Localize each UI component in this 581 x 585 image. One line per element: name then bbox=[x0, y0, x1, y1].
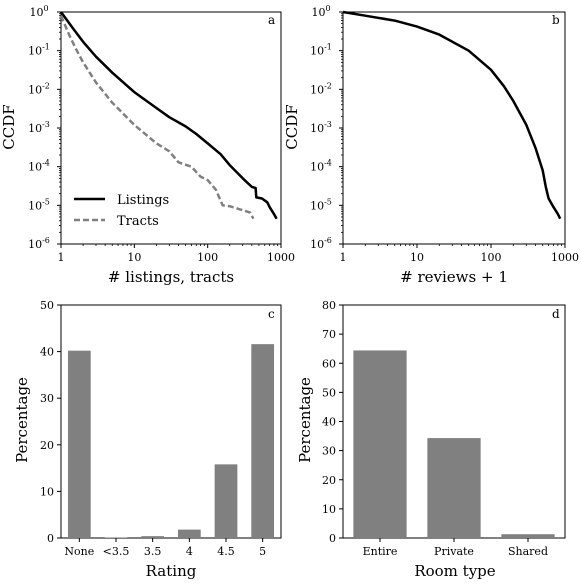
x-tick-label: Private bbox=[434, 545, 474, 558]
y-tick-label: 20 bbox=[322, 474, 336, 487]
panel-b-ylabel: CCDF bbox=[283, 104, 301, 149]
y-tick-label: 70 bbox=[322, 328, 336, 341]
x-tick-label: Shared bbox=[508, 545, 548, 558]
panel-a-legend: Listings Tracts bbox=[74, 193, 169, 229]
x-tick-label: <3.5 bbox=[103, 545, 130, 558]
panel-a-plot: 1 10 100 1000 10-6 10-5 10-4 10-3 10-2 10-1 100 bbox=[28, 4, 295, 264]
y-tick-label: 10-4 bbox=[28, 159, 50, 174]
x-tick-label: 5 bbox=[259, 545, 266, 558]
bar-5 bbox=[251, 344, 274, 538]
panel-c-xlabel: Rating bbox=[146, 562, 197, 580]
y-tick-label: 60 bbox=[322, 357, 336, 370]
x-tick-label: 4.5 bbox=[217, 545, 235, 558]
y-tick-label: 10-4 bbox=[310, 159, 332, 174]
panel-a-ylabel: CCDF bbox=[0, 104, 18, 149]
y-tick-label: 100 bbox=[29, 4, 48, 19]
bar-4.5 bbox=[215, 464, 238, 538]
x-tick-label: None bbox=[64, 545, 94, 558]
y-tick-label: 10-2 bbox=[310, 81, 332, 96]
panel-a-xlabel: # listings, tracts bbox=[108, 268, 234, 286]
panel-b: b # reviews + 1 CCDF bbox=[283, 13, 560, 286]
y-tick-label: 40 bbox=[322, 416, 336, 429]
panel-a-frame bbox=[61, 12, 281, 244]
x-tick-label: 10 bbox=[127, 251, 141, 264]
x-tick-label: 1000 bbox=[267, 251, 295, 264]
panel-b-frame bbox=[343, 12, 565, 244]
panel-b-xlabel: # reviews + 1 bbox=[400, 268, 508, 286]
y-tick-label: 20 bbox=[40, 439, 54, 452]
y-tick-label: 10 bbox=[40, 485, 54, 498]
y-tick-label: 10-3 bbox=[28, 120, 50, 135]
y-tick-label: 50 bbox=[322, 386, 336, 399]
x-tick-label: 100 bbox=[481, 251, 502, 264]
y-tick-label: 10-6 bbox=[310, 236, 332, 251]
panel-d-letter: d bbox=[552, 307, 560, 321]
y-tick-label: 10-1 bbox=[28, 43, 50, 58]
bar-Entire bbox=[353, 350, 406, 538]
series-line-listings bbox=[61, 12, 277, 219]
panel-c-frame bbox=[61, 305, 281, 538]
panel-c-plot: 0 10 20 30 40 50 None <3.5 3.5 4 4.5 5 bbox=[40, 299, 281, 558]
y-tick-label: 100 bbox=[311, 4, 330, 19]
y-tick-label: 10 bbox=[322, 503, 336, 516]
y-tick-label: 10-5 bbox=[28, 197, 50, 212]
y-tick-label: 10-3 bbox=[310, 120, 332, 135]
bar-Shared bbox=[501, 534, 554, 538]
legend-tracts-label: Tracts bbox=[117, 214, 159, 229]
y-tick-label: 50 bbox=[40, 299, 54, 312]
y-tick-label: 30 bbox=[40, 392, 54, 405]
panel-b-plot: 1 10 100 1000 10-6 10-5 10-4 10-3 10-2 10-1 100 bbox=[310, 4, 579, 264]
panel-a-letter: a bbox=[268, 13, 275, 27]
legend-listings-label: Listings bbox=[117, 193, 169, 208]
panel-c-letter: c bbox=[268, 307, 275, 321]
panel-d-ylabel: Percentage bbox=[296, 377, 314, 463]
y-tick-label: 0 bbox=[329, 532, 336, 545]
x-tick-label: 4 bbox=[186, 545, 193, 558]
panel-c-ylabel: Percentage bbox=[13, 377, 31, 463]
panel-d-xlabel: Room type bbox=[414, 562, 495, 580]
x-tick-label: 1000 bbox=[551, 251, 579, 264]
bar-None bbox=[68, 351, 91, 538]
bar-Private bbox=[427, 438, 480, 538]
x-tick-label: 100 bbox=[197, 251, 218, 264]
y-tick-label: 0 bbox=[47, 532, 54, 545]
y-tick-label: 30 bbox=[322, 445, 336, 458]
y-tick-label: 10-2 bbox=[28, 81, 50, 96]
bar-3.5 bbox=[141, 536, 164, 538]
x-tick-label: 1 bbox=[340, 251, 347, 264]
series-line-tracts bbox=[61, 16, 253, 219]
panel-d-plot: 0 10 20 30 40 50 60 70 80 Entire Private Shared bbox=[322, 299, 565, 558]
x-tick-label: 10 bbox=[410, 251, 424, 264]
panel-b-letter: b bbox=[552, 13, 560, 27]
y-tick-label: 40 bbox=[40, 346, 54, 359]
y-tick-label: 10-6 bbox=[28, 236, 50, 251]
bar-4 bbox=[178, 530, 201, 538]
x-tick-label: Entire bbox=[363, 545, 398, 558]
y-tick-label: 10-1 bbox=[310, 43, 332, 58]
x-tick-label: 3.5 bbox=[144, 545, 162, 558]
series-line-ccdf bbox=[343, 12, 560, 219]
x-tick-label: 1 bbox=[58, 251, 65, 264]
y-tick-label: 80 bbox=[322, 299, 336, 312]
y-tick-label: 10-5 bbox=[310, 197, 332, 212]
